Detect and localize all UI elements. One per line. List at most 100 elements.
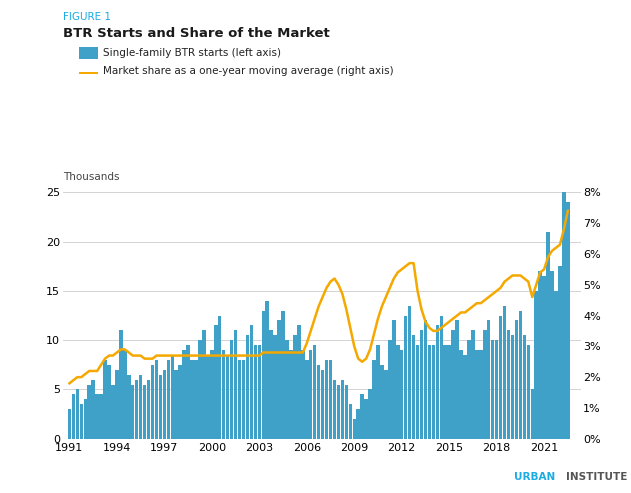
Bar <box>218 316 221 439</box>
Bar <box>281 311 285 439</box>
Bar <box>111 385 115 439</box>
Bar <box>135 380 138 439</box>
Bar <box>479 350 483 439</box>
Bar <box>440 316 443 439</box>
Bar <box>543 276 546 439</box>
Bar <box>463 355 467 439</box>
Bar <box>155 360 158 439</box>
Bar <box>230 340 233 439</box>
Bar <box>115 370 119 439</box>
Bar <box>554 291 558 439</box>
Bar <box>384 370 387 439</box>
Bar <box>301 350 305 439</box>
Bar <box>558 266 562 439</box>
Bar <box>309 350 312 439</box>
Bar <box>167 360 170 439</box>
Bar <box>68 409 71 439</box>
Bar <box>226 355 230 439</box>
Bar <box>400 350 403 439</box>
Bar <box>487 320 490 439</box>
Bar <box>360 394 364 439</box>
Bar <box>435 325 439 439</box>
Bar <box>392 320 396 439</box>
Bar <box>107 365 110 439</box>
Bar <box>202 330 206 439</box>
Bar <box>182 350 186 439</box>
Bar <box>139 375 143 439</box>
Bar <box>266 301 269 439</box>
Bar <box>420 330 423 439</box>
Bar <box>151 365 154 439</box>
Bar <box>546 232 550 439</box>
Bar <box>451 330 455 439</box>
Bar <box>538 271 542 439</box>
Bar <box>95 394 99 439</box>
Bar <box>357 409 360 439</box>
Bar <box>423 320 427 439</box>
Bar <box>432 345 435 439</box>
Bar <box>191 360 194 439</box>
Text: Market share as a one-year moving average (right axis): Market share as a one-year moving averag… <box>103 67 394 76</box>
Text: Single-family BTR starts (left axis): Single-family BTR starts (left axis) <box>103 48 281 58</box>
Bar <box>194 360 198 439</box>
Text: URBAN: URBAN <box>514 472 555 482</box>
Bar <box>364 399 368 439</box>
Bar <box>519 311 522 439</box>
Bar <box>388 340 392 439</box>
Bar <box>348 404 352 439</box>
Bar <box>550 271 554 439</box>
Bar <box>447 345 451 439</box>
Bar <box>396 345 399 439</box>
Bar <box>491 340 495 439</box>
Bar <box>278 320 281 439</box>
Bar <box>510 335 514 439</box>
Bar <box>170 355 174 439</box>
Bar <box>499 316 502 439</box>
Bar <box>404 316 408 439</box>
Bar <box>147 380 150 439</box>
Bar <box>317 365 321 439</box>
Text: Thousands: Thousands <box>63 173 120 182</box>
Bar <box>222 350 225 439</box>
Bar <box>333 380 336 439</box>
Bar <box>250 325 253 439</box>
Bar <box>459 350 463 439</box>
Bar <box>257 345 261 439</box>
Bar <box>72 394 75 439</box>
Bar <box>515 320 518 439</box>
Bar <box>412 335 415 439</box>
Bar <box>83 399 87 439</box>
Bar <box>91 380 95 439</box>
Bar <box>238 360 241 439</box>
Bar <box>131 385 134 439</box>
Text: INSTITUTE: INSTITUTE <box>567 472 628 482</box>
Bar <box>234 330 237 439</box>
Bar <box>99 394 103 439</box>
Bar <box>467 340 471 439</box>
Bar <box>186 345 190 439</box>
Bar <box>341 380 344 439</box>
Bar <box>353 419 356 439</box>
Bar <box>534 291 538 439</box>
Bar <box>372 360 376 439</box>
Bar <box>245 335 249 439</box>
Bar <box>123 350 127 439</box>
Text: BTR Starts and Share of the Market: BTR Starts and Share of the Market <box>63 27 330 40</box>
Text: FIGURE 1: FIGURE 1 <box>63 12 111 22</box>
Bar <box>103 360 107 439</box>
Bar <box>522 335 526 439</box>
Bar <box>483 330 487 439</box>
Bar <box>526 345 530 439</box>
Bar <box>305 360 309 439</box>
Bar <box>80 404 83 439</box>
Bar <box>143 385 146 439</box>
Bar <box>242 360 245 439</box>
Bar <box>206 355 209 439</box>
Bar <box>428 345 431 439</box>
Bar <box>503 306 506 439</box>
Bar <box>269 330 273 439</box>
Bar <box>456 320 459 439</box>
Bar <box>531 389 534 439</box>
Bar <box>471 330 475 439</box>
Bar <box>444 345 447 439</box>
